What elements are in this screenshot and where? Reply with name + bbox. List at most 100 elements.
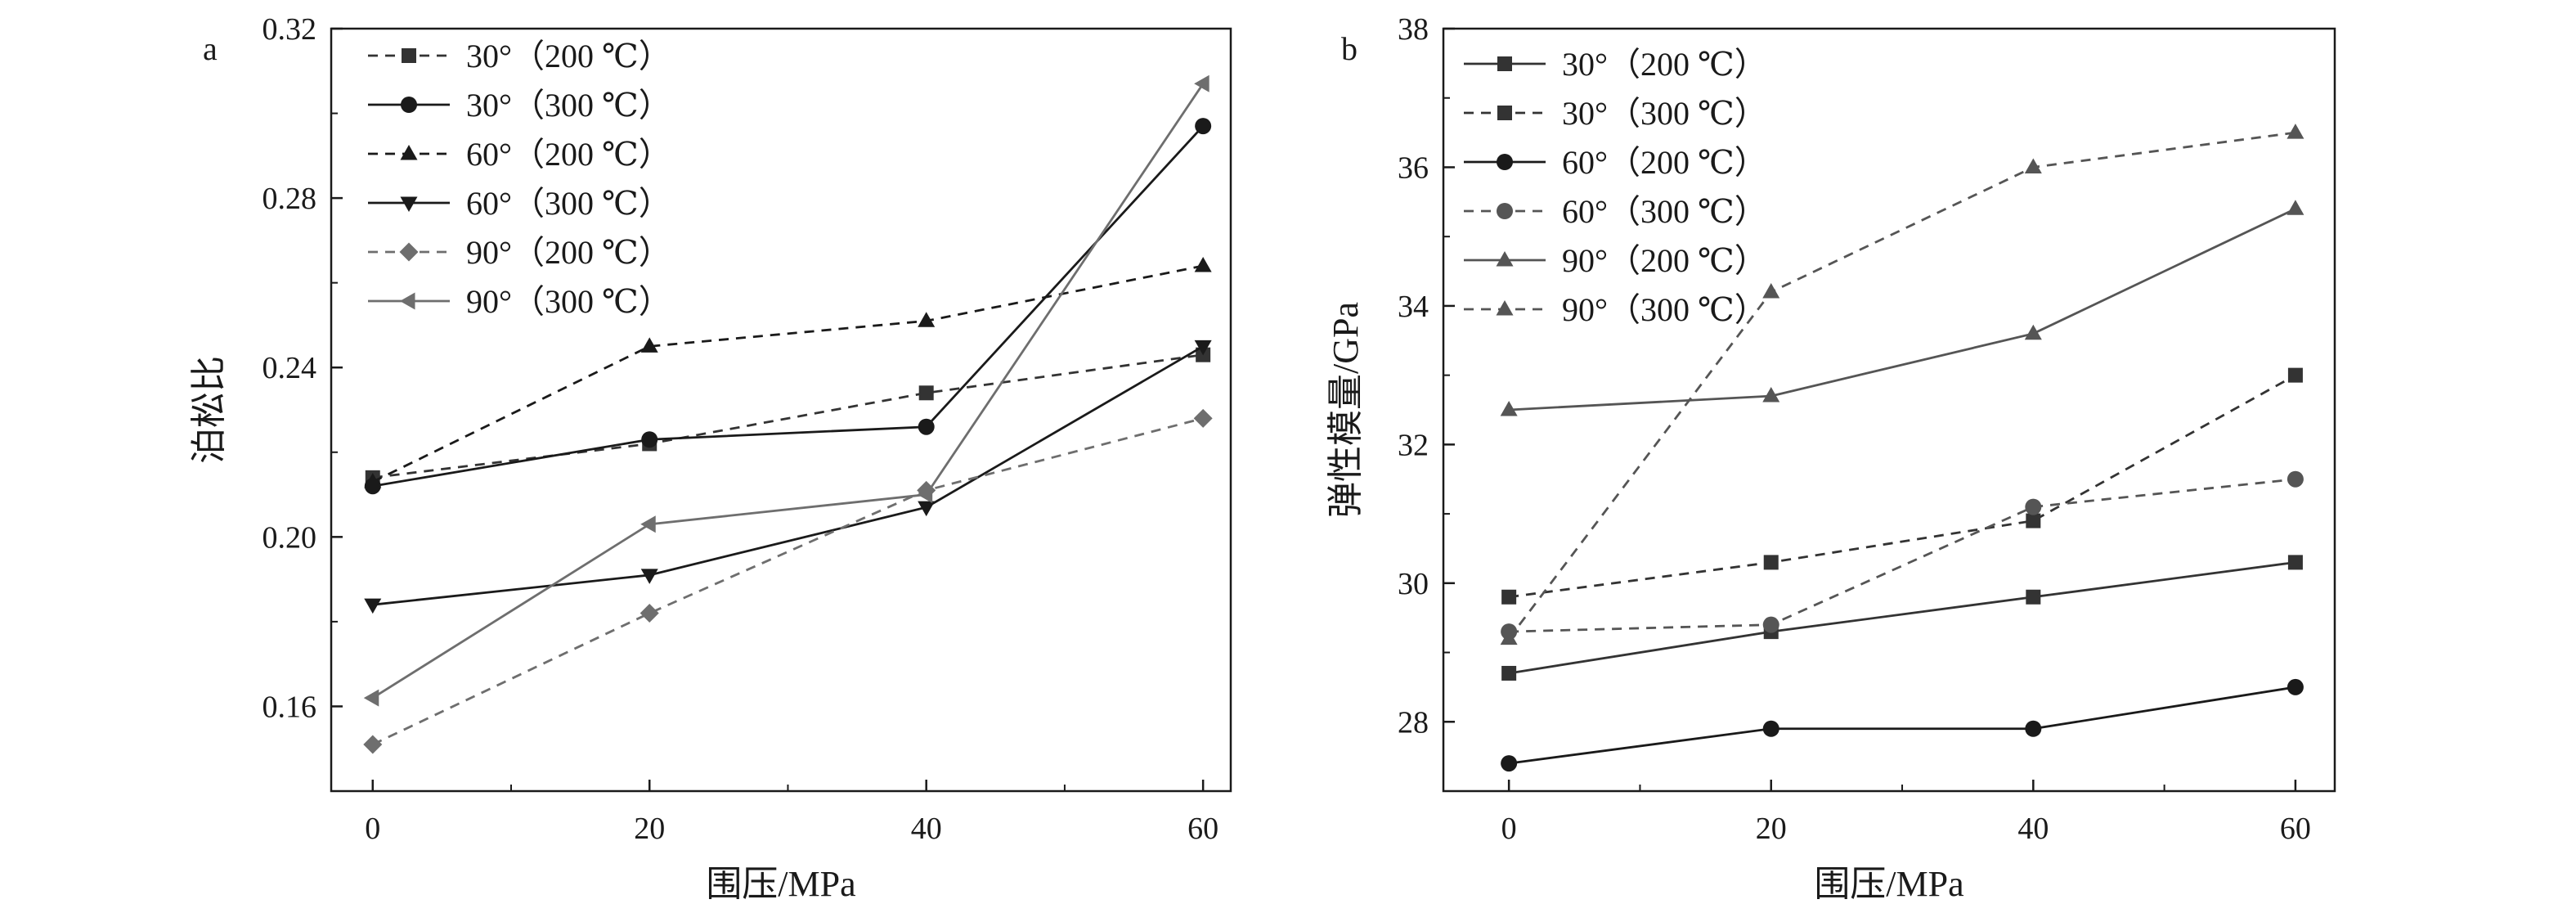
legend-entry: 90°（300 ℃）	[368, 283, 671, 320]
data-point	[2026, 513, 2041, 528]
data-point	[917, 486, 933, 504]
legend-entry: 90°（200 ℃）	[368, 234, 671, 271]
series-2	[1501, 367, 2303, 605]
legend-marker	[401, 97, 417, 113]
data-point	[2024, 158, 2042, 173]
data-point	[640, 604, 659, 623]
x-tick-label: 0	[365, 812, 380, 846]
series-line	[372, 83, 1205, 699]
series-line	[372, 264, 1204, 483]
legend-label: 90°（200 ℃）	[466, 234, 671, 271]
x-tick-label: 60	[1187, 812, 1218, 846]
y-tick-label: 32	[1398, 428, 1429, 462]
data-point	[1194, 256, 1212, 272]
data-point	[364, 598, 382, 614]
data-point	[1762, 720, 1779, 737]
legend-entry: 60°（300 ℃）	[368, 185, 671, 222]
panel-label: a	[203, 30, 218, 67]
series-line	[1509, 478, 2296, 633]
y-tick-label: 0.24	[263, 351, 317, 385]
legend-label: 30°（200 ℃）	[466, 38, 671, 74]
data-point	[1501, 755, 1518, 772]
series-4	[1501, 470, 2304, 641]
data-point	[2287, 124, 2304, 139]
legend-marker	[402, 48, 416, 63]
data-point	[2025, 720, 2042, 737]
data-point	[640, 569, 658, 584]
legend-label: 90°（300 ℃）	[1562, 291, 1767, 328]
series-5	[363, 408, 1213, 754]
x-tick-label: 0	[1501, 812, 1517, 846]
x-tick-label: 40	[911, 812, 942, 846]
data-point	[363, 689, 379, 707]
series-line	[1508, 374, 2296, 599]
data-point	[640, 337, 658, 353]
data-point	[918, 418, 935, 435]
series-line	[1509, 208, 2296, 412]
data-point	[363, 735, 383, 754]
legend: 30°（200 ℃） 30°（300 ℃） 60°（200 ℃） 60°（300 ℃）…	[1464, 46, 1767, 328]
y-tick-label: 30	[1398, 567, 1429, 601]
legend-label: 30°（300 ℃）	[1562, 95, 1767, 132]
data-point	[1762, 616, 1779, 633]
legend-entry: 90°（300 ℃）	[1464, 291, 1767, 328]
legend-entry: 30°（300 ℃）	[1464, 95, 1767, 132]
data-point	[2287, 367, 2303, 383]
legend-marker	[1497, 106, 1512, 120]
y-tick-label: 38	[1398, 12, 1429, 47]
series-line	[1508, 561, 2296, 675]
x-axis-label: 围压/MPa	[706, 864, 855, 904]
series-line	[372, 353, 1204, 479]
y-tick-label: 28	[1398, 705, 1429, 740]
plot-frame	[330, 27, 1232, 793]
plot-frame	[1442, 27, 2336, 793]
y-tick-label: 0.20	[263, 520, 317, 555]
legend-marker	[399, 242, 419, 262]
legend-entry: 30°（200 ℃）	[1464, 46, 1767, 83]
series-line	[372, 345, 1204, 606]
legend-marker	[400, 292, 415, 310]
x-axis-label: 围压/MPa	[1814, 864, 1963, 904]
data-point	[2287, 678, 2304, 695]
legend-marker	[400, 196, 418, 212]
legend-marker	[1497, 203, 1513, 219]
data-point	[2287, 555, 2303, 570]
legend-label: 90°（300 ℃）	[466, 283, 671, 320]
data-point	[1500, 401, 1518, 416]
legend-label: 90°（200 ℃）	[1562, 242, 1767, 279]
series-6	[363, 74, 1209, 707]
data-point	[1762, 387, 1780, 403]
legend-entry: 30°（200 ℃）	[368, 38, 671, 74]
x-tick-label: 40	[2017, 812, 2049, 846]
data-point	[2287, 200, 2304, 215]
series-5	[1500, 200, 2304, 416]
data-point	[641, 431, 658, 448]
y-tick-label: 0.16	[263, 690, 317, 724]
series-4	[364, 340, 1212, 614]
legend-label: 60°（300 ℃）	[1562, 193, 1767, 230]
legend-label: 60°（200 ℃）	[1562, 144, 1767, 181]
series-line	[372, 417, 1204, 746]
legend-entry: 60°（200 ℃）	[368, 136, 671, 173]
legend-label: 60°（200 ℃）	[466, 136, 671, 173]
series-line	[372, 125, 1205, 488]
y-tick-label: 36	[1398, 151, 1429, 185]
panel-label: b	[1341, 30, 1358, 67]
legend-entry: 60°（300 ℃）	[1464, 193, 1767, 230]
data-point	[2287, 470, 2304, 488]
x-tick-label: 20	[634, 812, 665, 846]
data-point	[918, 312, 936, 327]
data-point	[1194, 74, 1209, 92]
x-tick-label: 20	[1756, 812, 1787, 846]
x-tick-label: 60	[2280, 812, 2311, 846]
legend-marker	[400, 145, 418, 160]
chart-a: a 0 20 40 60 0.16 0.20 0.24 0.28 0.32 围压/MPa 泊松比 30°…	[189, 12, 1232, 904]
data-point	[2025, 498, 2042, 515]
legend-marker	[1497, 154, 1513, 170]
legend-marker	[1497, 56, 1512, 71]
chart-b: b 0 20 40 60 28 30 32 34 36 38 围压/MPa 弹性模量/GPa 30°（20…	[1326, 12, 2336, 904]
y-tick-label: 0.32	[263, 12, 317, 47]
data-point	[364, 473, 382, 488]
data-point	[1500, 629, 1518, 645]
